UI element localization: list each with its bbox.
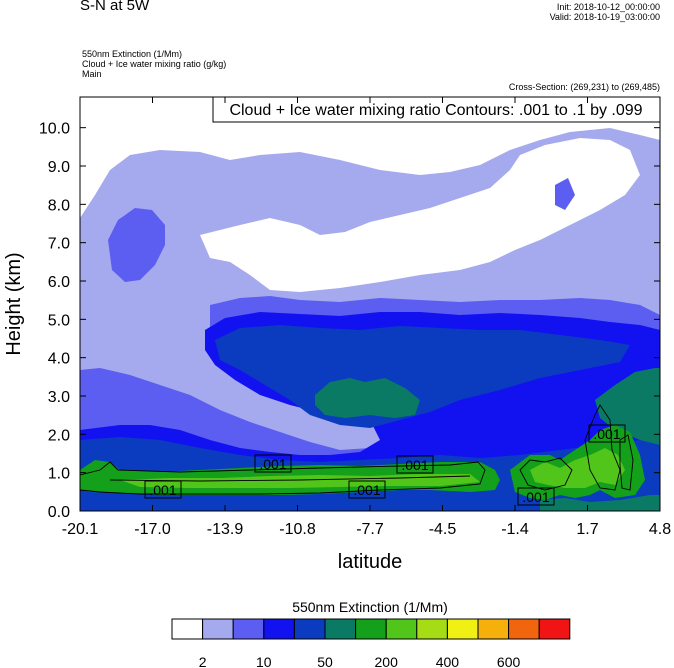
x-tick-label: 1.7 — [576, 521, 598, 538]
field-label-main: Main — [82, 69, 102, 79]
colorbar-swatch — [263, 618, 295, 640]
contour-label: .001 — [259, 456, 286, 472]
colorbar-swatch — [324, 618, 357, 640]
contour-label-box — [254, 454, 292, 473]
colorbar-swatch — [446, 618, 479, 640]
x-tick-label: -4.5 — [429, 521, 457, 538]
y-tick-label: 3.0 — [48, 389, 70, 406]
y-tick-label: 2.0 — [48, 427, 70, 444]
region-light-green-right — [530, 448, 625, 488]
y-tick-label: 10.0 — [39, 121, 70, 138]
contour-right-cell-2 — [619, 434, 634, 491]
x-tick-label: -1.4 — [501, 521, 529, 538]
region-white-upper — [200, 138, 640, 292]
colorbar-label: 600 — [497, 654, 521, 668]
field-label-extinction: 550nm Extinction (1/Mm) — [82, 49, 183, 59]
x-tick-label: 4.8 — [649, 521, 671, 538]
cross-section-label: Cross-Section: (269,231) to (269,485) — [508, 82, 660, 92]
y-tick-label: 0.0 — [48, 504, 70, 521]
region-teal-right — [595, 368, 660, 445]
y-tick-label: 5.0 — [48, 312, 70, 329]
y-tick-label: 1.0 — [48, 466, 70, 483]
plot-title: S-N at 5W — [80, 0, 150, 14]
contour-right-cell — [584, 404, 621, 491]
region-medium-blob-right — [555, 178, 575, 210]
field-label-mixing-ratio: Cloud + Ice water mixing ratio (g/kg) — [82, 59, 227, 69]
region-dark-interior — [80, 325, 660, 511]
colorbar-swatch — [508, 618, 540, 640]
y-axis-title: Height (km) — [3, 252, 25, 355]
contour-label: .001 — [149, 482, 176, 498]
colorbar-swatch — [293, 618, 326, 640]
colorbar-swatch — [355, 618, 387, 640]
valid-time: Valid: 2018-10-19_03:00:00 — [549, 12, 660, 22]
colorbar-label: 50 — [317, 654, 333, 668]
contour-label-box — [396, 455, 434, 474]
contour-label-box — [144, 480, 182, 499]
x-tick-label: -20.1 — [62, 521, 99, 538]
region-medium-blob-left — [108, 208, 165, 282]
contour-label-box — [588, 424, 626, 443]
heatmap-field — [80, 97, 660, 511]
x-tick-label: -7.7 — [356, 521, 384, 538]
y-tick-label: 8.0 — [48, 197, 70, 214]
colorbar-label: 200 — [375, 654, 399, 668]
colorbar-title: 550nm Extinction (1/Mm) — [292, 599, 448, 615]
contour-label-box — [348, 480, 386, 499]
overlay-title: Cloud + Ice water mixing ratio Contours:… — [229, 102, 642, 119]
colorbar-swatch — [232, 618, 265, 640]
contour-label: .001 — [353, 482, 380, 498]
colorbar-swatch — [171, 618, 204, 640]
region-light-green-layer — [120, 474, 480, 488]
contour-label: .001 — [593, 426, 620, 442]
colorbar-label: 10 — [256, 654, 272, 668]
colorbar-swatch — [416, 618, 448, 640]
colorbar-swatch — [202, 618, 234, 640]
contour-label: .001 — [522, 489, 549, 505]
x-axis-title: latitude — [338, 551, 403, 573]
y-tick-label: 4.0 — [48, 351, 70, 368]
overlay-title-box — [212, 96, 661, 123]
colorbar-label: 2 — [199, 654, 207, 668]
colorbar-label: 400 — [436, 654, 460, 668]
y-tick-label: 7.0 — [48, 236, 70, 253]
colorbar-swatch — [385, 618, 418, 640]
contour-boundary-layer — [80, 461, 486, 495]
contour-label-box — [517, 487, 555, 506]
colorbar-swatch — [538, 618, 571, 640]
x-tick-label: -13.9 — [207, 521, 244, 538]
contour-label: .001 — [401, 457, 428, 473]
init-time: Init: 2018-10-12_00:00:00 — [556, 2, 660, 12]
y-tick-label: 9.0 — [48, 159, 70, 176]
x-tick-label: -10.8 — [279, 521, 316, 538]
contour-right-cell-3 — [519, 457, 573, 491]
y-tick-label: 6.0 — [48, 274, 70, 291]
colorbar-swatch — [477, 618, 510, 640]
region-teal-bottom-right — [540, 495, 660, 511]
region-teal-patch — [315, 378, 420, 418]
x-tick-label: -17.0 — [134, 521, 171, 538]
